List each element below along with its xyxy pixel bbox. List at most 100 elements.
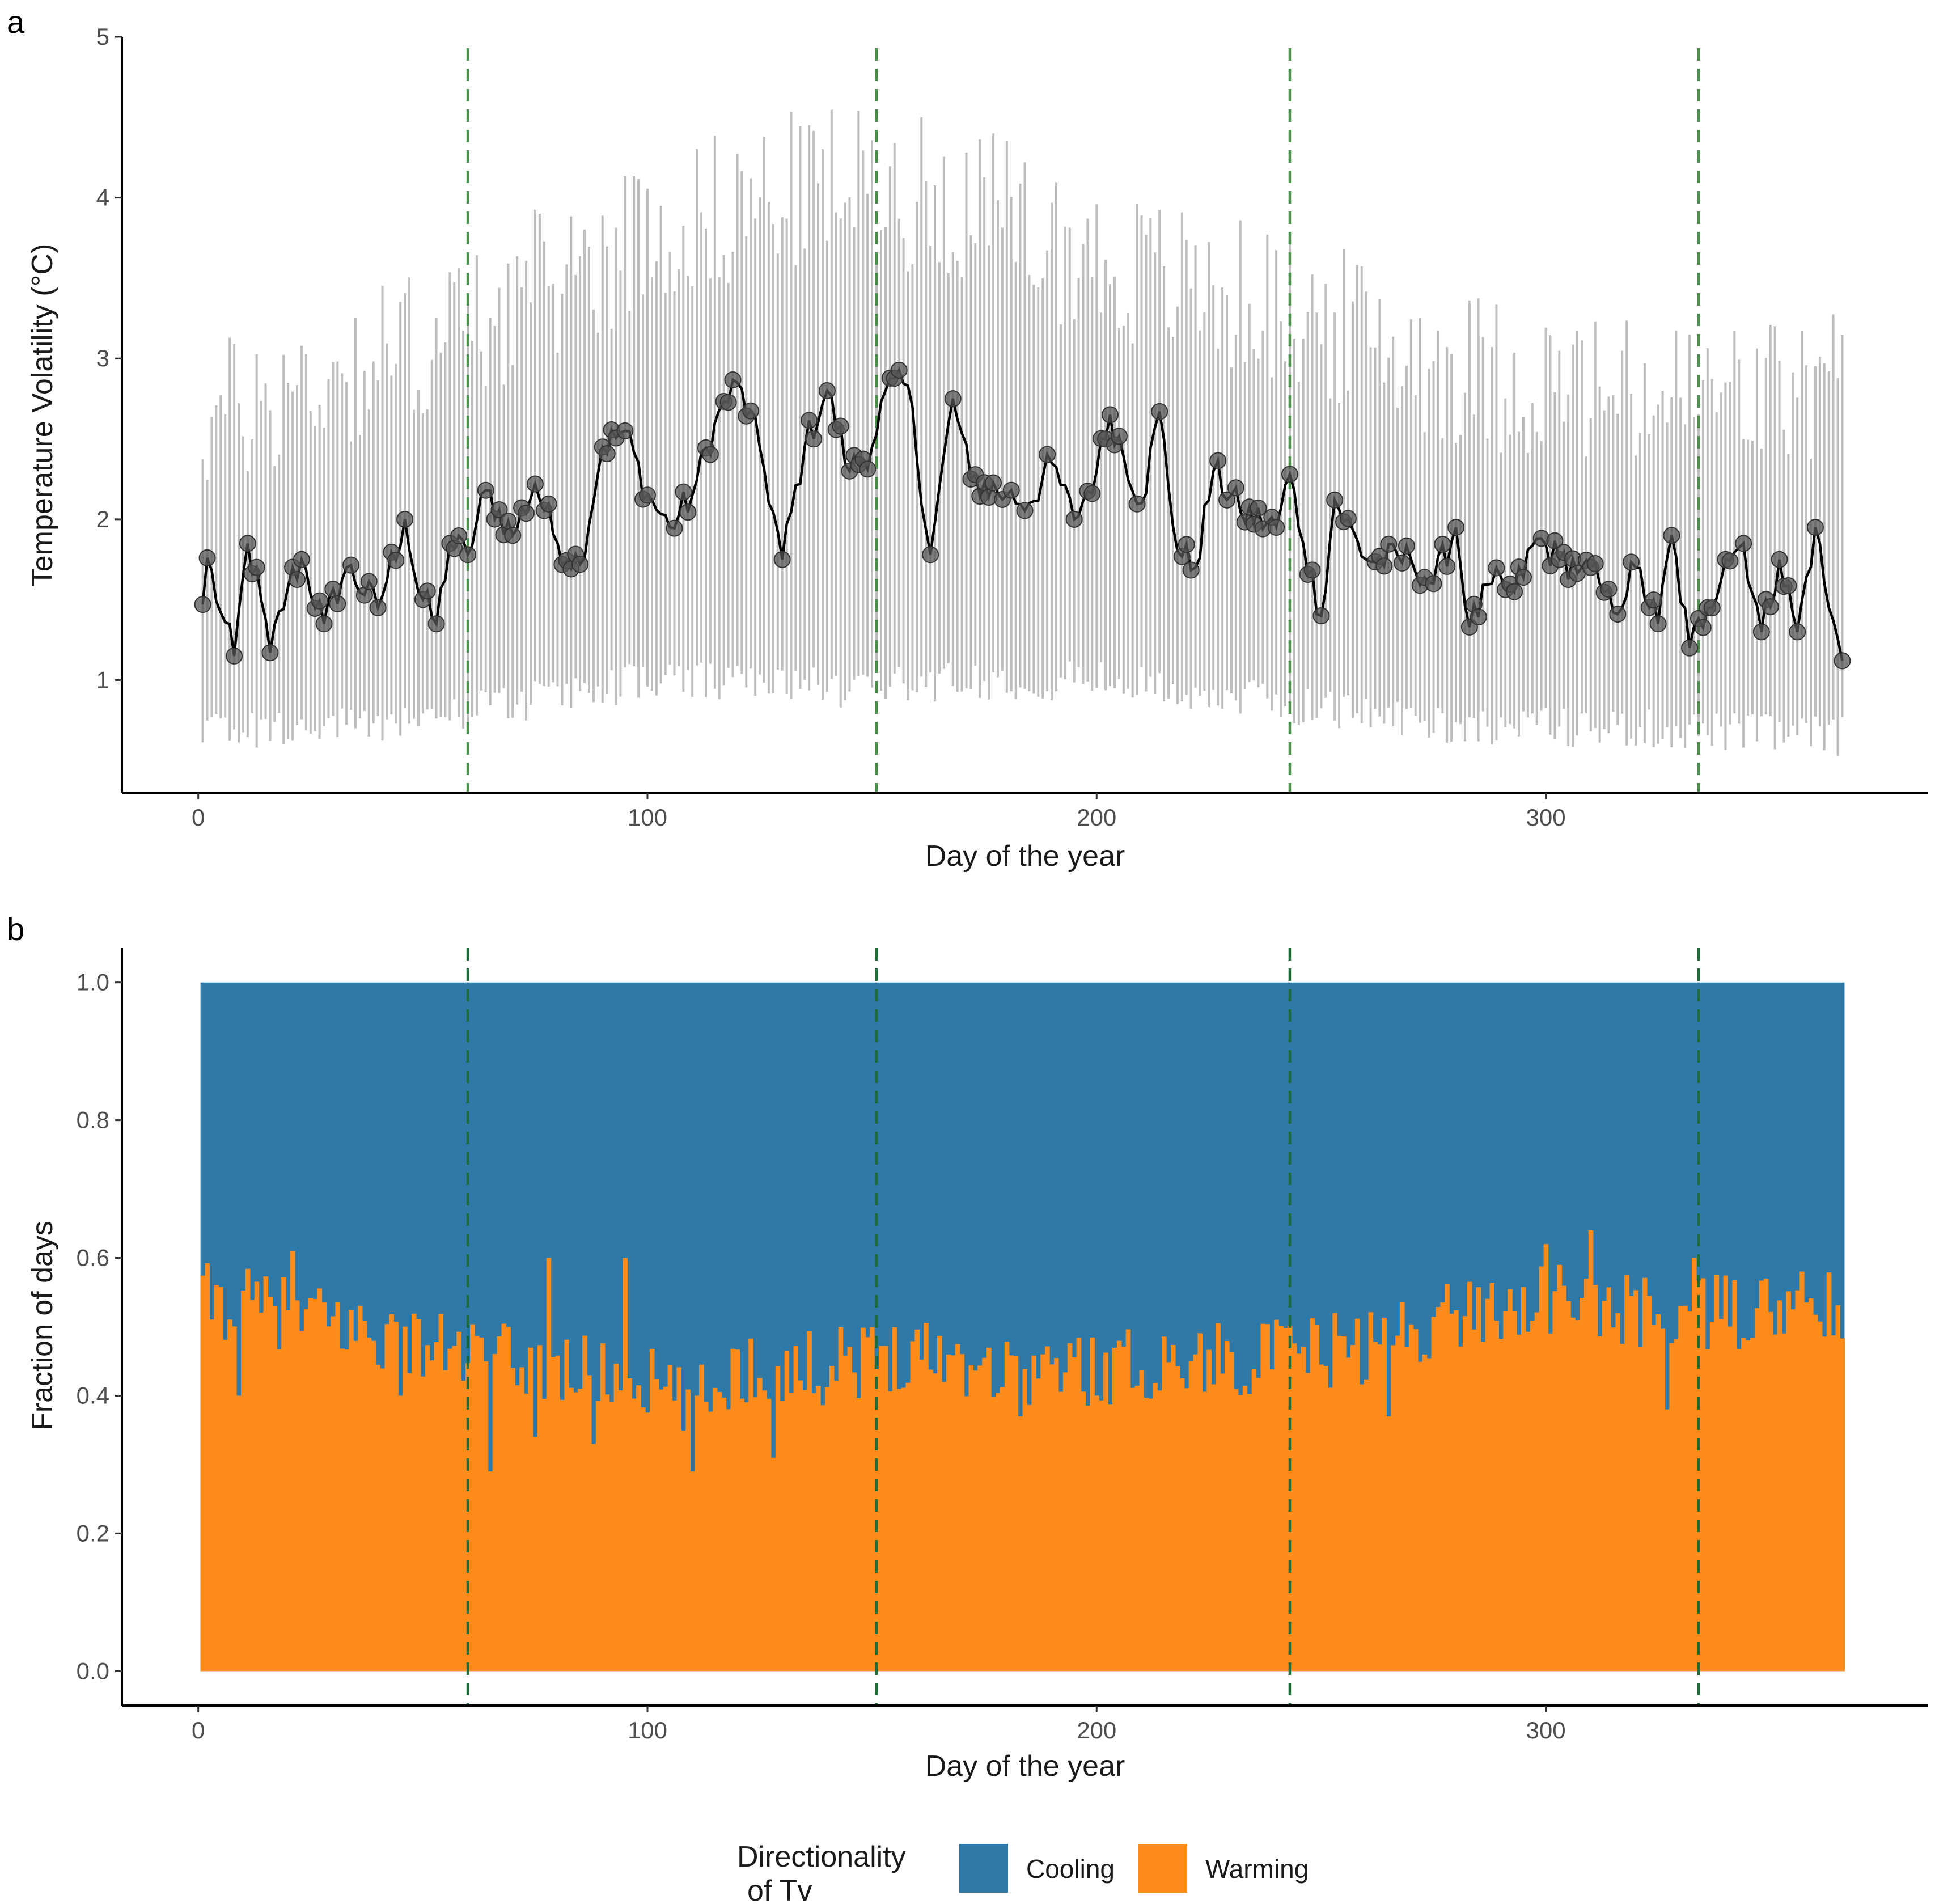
warming-bar [618,1390,624,1672]
warming-bar [798,1380,803,1672]
mean-point [198,549,216,566]
warming-bar [663,1386,668,1672]
warming-bar [1763,1278,1769,1672]
warming-bar [349,1310,354,1672]
warming-bar [1292,1343,1297,1672]
mean-point [1721,552,1739,570]
warming-bar [1193,1354,1199,1672]
warming-bar [488,1471,493,1672]
warming-bar [1170,1344,1176,1672]
warming-bar [1768,1311,1773,1672]
warming-bar [1229,1352,1234,1672]
warming-bar [842,1356,848,1672]
y-tick-label: 0.0 [77,1657,109,1684]
mean-point [679,503,697,521]
warming-bar [1831,1335,1836,1672]
warming-bar [1530,1321,1535,1672]
warming-bar [847,1347,853,1672]
warming-bar [919,1360,924,1672]
mean-point [427,615,445,633]
warming-bar [1548,1333,1553,1672]
warming-bar [1476,1287,1481,1672]
warming-bar [1045,1346,1050,1672]
warming-bar [1251,1369,1257,1672]
warming-bar [259,1313,264,1672]
warming-bar [609,1401,615,1672]
warming-bar [811,1393,816,1672]
warming-bar [218,1287,223,1672]
warming-bar [1539,1266,1544,1672]
mean-point [1339,510,1357,527]
panel-a-y-axis-title: Temperature Volatility (°C) [26,244,59,587]
warming-bar [1328,1387,1333,1672]
x-tick-label: 0 [192,804,205,831]
warming-bar [1777,1300,1782,1672]
warming-bar [959,1354,965,1672]
warming-bar [1781,1333,1787,1672]
warming-bar [977,1365,983,1672]
season-divider-group [466,48,1700,793]
mean-point [805,430,823,448]
warming-bar [1494,1321,1499,1672]
mean-point [226,647,243,665]
warming-bar [1687,1311,1692,1672]
warming-bar [407,1373,412,1672]
warming-bar [1467,1281,1472,1672]
warming-bar [1018,1416,1023,1672]
warming-bar [1373,1342,1378,1672]
warming-bar [1678,1306,1683,1672]
legend: Directionality of Tv Cooling Warming [737,1840,1309,1904]
warming-bar [1454,1310,1459,1672]
mean-point [616,422,634,439]
y-tick-label: 4 [96,184,109,211]
warming-bar [775,1366,781,1672]
mean-point [1834,652,1851,670]
mean-point [1425,575,1442,593]
warming-bar [1404,1347,1409,1672]
mean-point [985,474,1002,492]
mean-point [1488,559,1505,577]
mean-point [1016,502,1034,519]
y-tick-label: 2 [96,506,109,532]
mean-point [477,481,494,499]
warming-bar [933,1373,938,1672]
warming-bar [1184,1388,1189,1672]
warming-bar [1611,1327,1616,1672]
warming-bar [1305,1373,1311,1672]
warming-bar [1835,1305,1841,1672]
warming-bar [1754,1308,1760,1672]
y-tick-label: 3 [96,345,109,371]
warming-bar [1561,1285,1566,1672]
warming-bar [784,1351,790,1672]
mean-point [518,505,535,522]
warming-bar [1521,1287,1526,1672]
warming-bar [1332,1313,1337,1672]
panel-a-axes: 1 2 3 4 5 0 100 200 300 [96,23,1928,831]
warming-bar [277,1349,282,1672]
warming-bar [1139,1370,1145,1672]
warming-bar [726,1409,731,1672]
warming-bar [1013,1356,1019,1672]
warming-bar [1238,1395,1243,1672]
warming-bar [546,1258,552,1672]
warming-bar [290,1251,295,1672]
warming-bar [838,1327,844,1672]
warming-bar [1202,1391,1207,1672]
mean-point [1586,555,1604,573]
mean-point [1380,535,1398,553]
warming-bar [1723,1275,1729,1672]
warming-bar [1809,1298,1814,1672]
warming-bar [1655,1314,1661,1672]
warming-bar [1256,1378,1261,1672]
mean-point [1303,561,1321,579]
warming-bar [587,1375,592,1672]
mean-point [1065,510,1083,528]
warming-bar [1458,1346,1463,1672]
warming-bar [996,1393,1001,1672]
mean-point [1083,485,1101,502]
mean-point [1268,519,1285,536]
warming-bar [704,1401,709,1672]
warming-bar [1053,1357,1059,1672]
warming-bar [1665,1409,1670,1672]
